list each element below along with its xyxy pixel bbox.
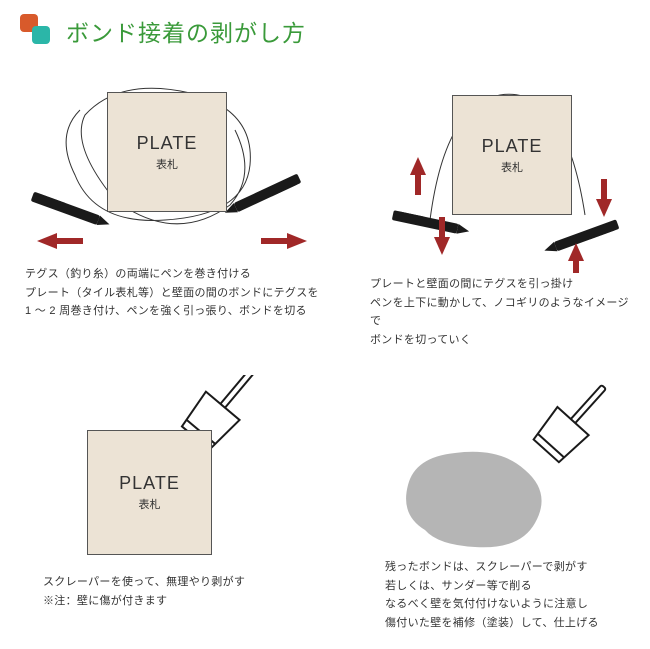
- scraper-icon: [531, 375, 620, 465]
- plate-label-jp: 表札: [501, 159, 523, 175]
- caption-1: テグス（釣り糸）の両端にペンを巻き付ける プレート（タイル表札等）と壁面の間のボ…: [25, 265, 319, 321]
- arrow-up-right-icon: [568, 243, 584, 273]
- arrow-left-icon: [37, 233, 83, 249]
- arrow-down-right-icon: [596, 179, 612, 217]
- plate-1: PLATE 表札: [107, 92, 227, 212]
- page-header: ボンド接着の剥がし方: [20, 14, 306, 48]
- plate-label-en: PLATE: [482, 136, 543, 157]
- arrow-up-left-icon: [410, 157, 426, 195]
- panel-step-2: PLATE 表札 プレートと壁面の間にテグスを引っ掛け ペンを上下に動かして、ノ…: [370, 65, 640, 330]
- plate-3: PLATE 表札: [87, 430, 212, 555]
- arrow-down-left-icon: [434, 217, 450, 255]
- plate-label-en: PLATE: [137, 133, 198, 154]
- caption-3: スクレーパーを使って、無理やり剥がす ※注：壁に傷が付きます: [43, 573, 245, 610]
- caption-2: プレートと壁面の間にテグスを引っ掛け ペンを上下に動かして、ノコギリのようなイメ…: [370, 275, 640, 350]
- plate-label-en: PLATE: [119, 473, 180, 494]
- panel-step-1: PLATE 表札 テグス（釣り糸）の両端にペンを巻き付ける プレート（タイル表札…: [25, 65, 325, 330]
- panel-step-4: 残ったボンドは、スクレーパーで剥がす 若しくは、サンダー等で削る なるべく壁を気…: [370, 375, 640, 635]
- plate-label-jp: 表札: [156, 156, 178, 172]
- page-title: ボンド接着の剥がし方: [66, 14, 306, 48]
- plate-2: PLATE 表札: [452, 95, 572, 215]
- residue-blob: [406, 452, 542, 548]
- diagram-4: [370, 375, 640, 565]
- arrow-right-icon: [261, 233, 307, 249]
- plate-label-jp: 表札: [139, 496, 161, 512]
- panel-step-3: PLATE 表札 スクレーパーを使って、無理やり剥がす ※注：壁に傷が付きます: [25, 375, 325, 635]
- caption-4: 残ったボンドは、スクレーパーで剥がす 若しくは、サンダー等で削る なるべく壁を気…: [385, 558, 599, 633]
- logo-icon: [20, 14, 54, 48]
